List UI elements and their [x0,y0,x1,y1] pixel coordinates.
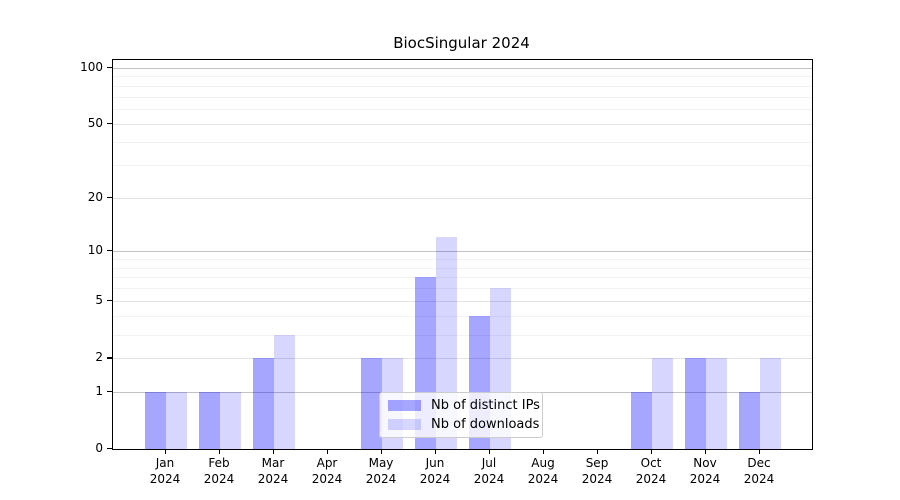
x-tick-label-oct: Oct 2024 [635,456,667,486]
bar-downloads-nov [706,358,727,449]
x-tick-mark-oct [651,449,653,454]
x-tick-label-aug: Aug 2024 [527,456,559,486]
x-tick-mark-mar [273,449,275,454]
x-tick-label-sep: Sep 2024 [581,456,613,486]
gridline-5 [113,301,812,302]
bar-ips-jan [145,391,166,449]
x-tick-label-jun: Jun 2024 [419,456,451,486]
bar-downloads-jan [166,391,187,449]
gridline-90 [113,76,812,78]
y-tick-mark-2 [107,357,112,359]
legend-swatch-distinct-ips [388,400,421,411]
x-tick-mark-jun [435,449,437,454]
x-tick-mark-jul [489,449,491,454]
y-tick-mark-1 [107,390,112,392]
gridline-3 [113,334,812,336]
gridline-50 [113,124,812,126]
legend-item-distinct-ips: Nb of distinct IPs [388,398,540,413]
x-tick-label-dec: Dec 2024 [743,456,775,486]
y-tick-label-50: 50 [87,116,103,131]
legend: Nb of distinct IPs Nb of downloads [379,392,543,438]
x-tick-mark-aug [543,449,545,454]
gridline-10 [113,250,812,252]
y-tick-mark-5 [107,300,112,302]
bar-ips-may [361,358,382,449]
gridline-100 [113,67,812,69]
x-tick-label-apr: Apr 2024 [311,456,343,486]
y-tick-mark-10 [107,249,112,252]
bar-downloads-feb [220,391,241,449]
x-tick-mark-jan [165,449,167,454]
bar-ips-mar [253,358,274,449]
bar-ips-dec [739,391,760,449]
legend-item-downloads: Nb of downloads [388,417,539,432]
y-tick-label-0: 0 [95,441,103,455]
y-tick-label-5: 5 [95,293,103,307]
x-tick-mark-dec [759,449,761,454]
y-tick-label-10: 10 [87,242,103,257]
y-tick-mark-50 [107,123,112,125]
gridline-70 [113,96,812,98]
gridline-20 [113,197,812,199]
gridline-9 [113,258,812,260]
x-tick-label-feb: Feb 2024 [203,456,235,486]
legend-swatch-downloads [388,419,421,430]
y-tick-label-20: 20 [87,189,103,204]
gridline-40 [113,142,812,144]
plot-area [112,59,813,450]
x-tick-mark-may [381,449,383,454]
gridline-7 [113,277,812,279]
x-tick-mark-apr [327,449,329,454]
bar-downloads-dec [760,358,781,449]
y-tick-mark-0 [107,448,112,450]
gridline-6 [113,288,812,290]
bar-ips-feb [199,391,220,449]
x-tick-label-jan: Jan 2024 [149,456,181,486]
legend-label-distinct-ips: Nb of distinct IPs [431,398,540,413]
bar-downloads-oct [652,358,673,449]
x-tick-mark-feb [219,449,221,454]
x-tick-label-may: May 2024 [365,456,397,486]
gridline-4 [113,316,812,318]
x-tick-label-mar: Mar 2024 [257,456,289,486]
bar-ips-nov [685,358,706,449]
x-tick-label-nov: Nov 2024 [689,456,721,486]
gridline-8 [113,267,812,269]
bar-ips-oct [631,391,652,449]
chart-title: BiocSingular 2024 [393,34,530,52]
gridline-2 [113,358,812,360]
y-tick-label-2: 2 [95,350,103,365]
y-tick-label-1: 1 [95,383,103,398]
y-tick-label-100: 100 [80,59,103,74]
x-tick-mark-sep [597,449,599,454]
y-tick-mark-20 [107,196,112,198]
x-tick-mark-nov [705,449,707,454]
gridline-30 [113,165,812,167]
y-tick-mark-100 [107,66,112,69]
legend-label-downloads: Nb of downloads [431,417,540,432]
bar-downloads-mar [274,334,295,449]
x-tick-label-jul: Jul 2024 [473,456,505,486]
gridline-80 [113,86,812,87]
gridline-60 [113,109,812,111]
